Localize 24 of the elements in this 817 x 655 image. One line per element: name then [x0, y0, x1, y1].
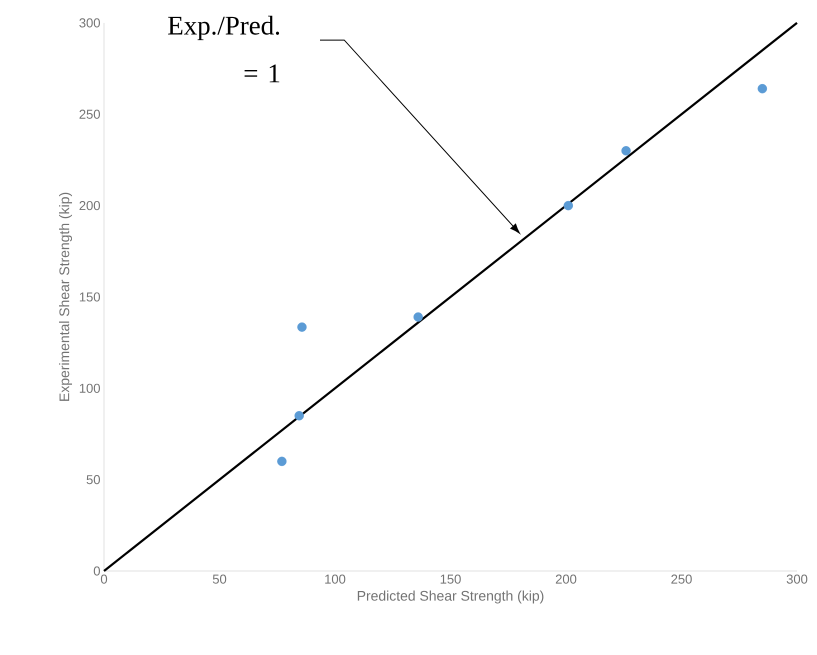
x-tick-label: 250	[671, 574, 692, 584]
y-tick-label: 50	[86, 475, 100, 484]
x-tick-label: 0	[100, 574, 108, 584]
y-tick-label: 200	[80, 201, 100, 210]
x-tick-label: 200	[556, 574, 576, 584]
y-tick-label: 0	[94, 566, 100, 576]
annotation: Exp./Pred. = 1	[168, 16, 280, 82]
y-tick-label: 250	[80, 110, 100, 119]
x-tick-label: 300	[786, 574, 808, 584]
x-tick-label: 100	[325, 574, 346, 584]
point	[413, 312, 423, 322]
point	[297, 322, 307, 332]
y-tick-label: 150	[80, 292, 100, 302]
point	[621, 146, 631, 156]
x-tick-label: 150	[440, 574, 461, 584]
x-axis-title: Predicted Shear Strength (kip)	[358, 590, 544, 604]
point	[758, 84, 768, 94]
y-tick-label: 300	[79, 18, 100, 28]
point	[294, 411, 304, 420]
y-axis-title: Experimental Shear Strength (kip)	[59, 192, 72, 401]
x-tick-label: 50	[212, 574, 226, 584]
point	[564, 200, 574, 210]
y-tick-label: 100	[80, 384, 100, 393]
point	[277, 456, 287, 466]
